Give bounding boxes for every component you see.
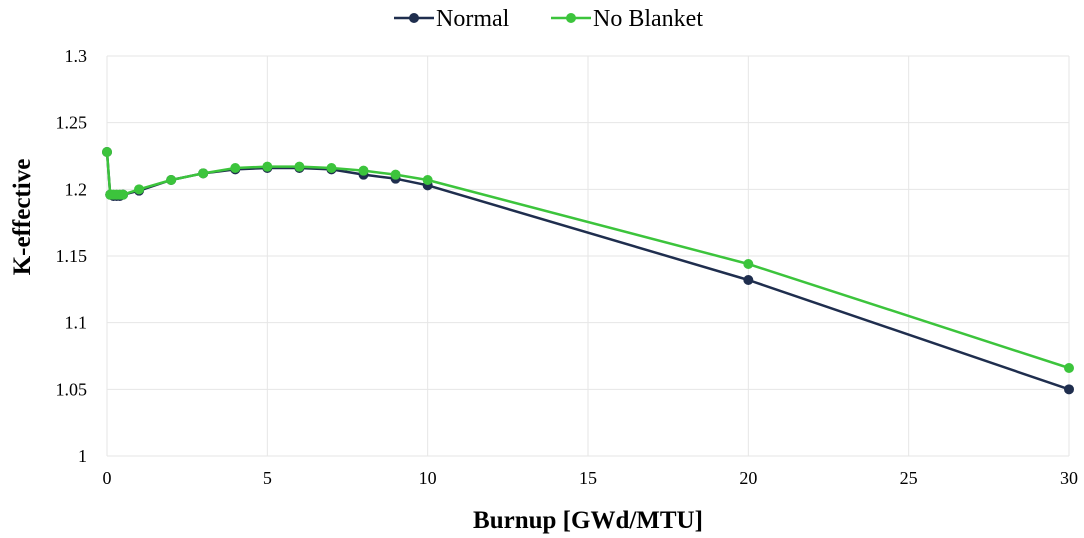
data-point — [326, 163, 337, 173]
data-point — [743, 259, 754, 269]
x-tick-label: 25 — [900, 468, 918, 488]
data-point — [134, 184, 145, 195]
x-tick-label: 15 — [579, 468, 597, 488]
data-point — [102, 147, 112, 157]
data-point — [1064, 363, 1074, 373]
legend: Normal No Blanket — [394, 6, 703, 32]
x-tick-label: 20 — [739, 468, 757, 488]
data-point — [262, 161, 273, 172]
data-point — [166, 175, 177, 185]
y-tick-label: 1.15 — [56, 246, 88, 266]
legend-marker — [566, 13, 576, 23]
legend-label: Normal — [436, 6, 510, 32]
x-tick-label: 10 — [419, 468, 437, 488]
data-point — [743, 275, 754, 285]
y-tick-label: 1.3 — [65, 46, 88, 66]
y-axis-title: K-effective — [9, 159, 36, 276]
series-no-blanket — [102, 147, 1074, 373]
data-point — [118, 189, 129, 200]
y-tick-label: 1.2 — [65, 179, 88, 199]
legend-item: Normal — [394, 6, 510, 32]
legend-label: No Blanket — [593, 6, 703, 32]
tick-labels: 1 1.05 1.1 1.15 1.2 1.25 1.3 0 5 10 15 20 25 30 — [56, 46, 1079, 488]
y-tick-label: 1.05 — [56, 379, 88, 399]
data-point — [358, 165, 369, 176]
legend-item: No Blanket — [551, 6, 703, 32]
data-point — [390, 169, 401, 180]
data-point — [230, 163, 241, 173]
grid — [106, 55, 1070, 457]
data-point — [422, 175, 433, 185]
data-point — [1064, 384, 1074, 395]
x-tick-label: 0 — [103, 468, 112, 488]
x-tick-label: 30 — [1060, 468, 1078, 488]
data-point — [294, 161, 305, 172]
y-tick-label: 1 — [78, 446, 87, 466]
legend-marker — [409, 13, 419, 23]
data-point — [198, 168, 209, 179]
y-tick-label: 1.25 — [56, 113, 88, 133]
series-group — [102, 147, 1074, 395]
x-axis-title: Burnup [GWd/MTU] — [473, 507, 703, 534]
x-tick-label: 5 — [263, 468, 272, 488]
y-tick-label: 1.1 — [65, 313, 88, 333]
